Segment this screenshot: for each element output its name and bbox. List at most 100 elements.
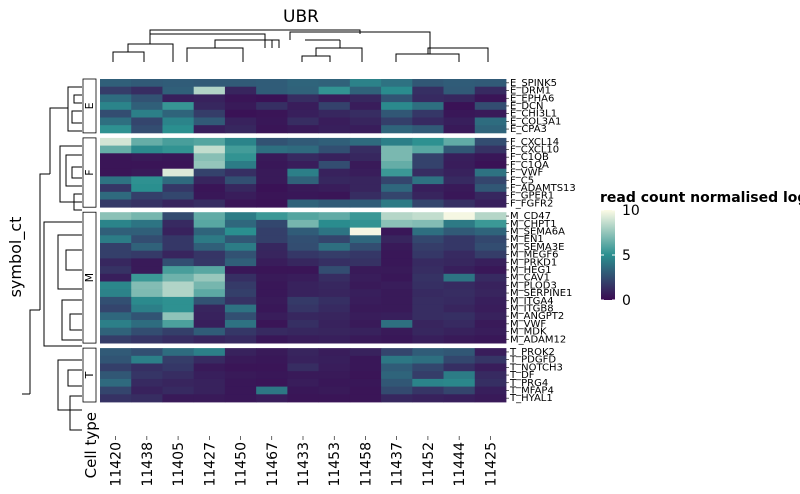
heatmap-cell: [224, 219, 257, 228]
heatmap-cell: [162, 327, 195, 336]
heatmap-cell: [318, 363, 351, 372]
heatmap-cell: [349, 219, 382, 228]
heatmap-cell: [349, 102, 382, 111]
heatmap-cell: [256, 102, 288, 111]
heatmap-cell: [412, 243, 444, 252]
heatmap-cell: [131, 137, 163, 146]
legend-tick-label: 10: [622, 203, 640, 219]
heatmap-cell: [287, 109, 320, 118]
heatmap-cell: [443, 86, 476, 95]
heatmap-cell: [131, 273, 163, 282]
heatmap-cell: [287, 219, 320, 228]
heatmap-cell: [162, 250, 195, 259]
heatmap-cell: [381, 117, 413, 126]
heatmap-cell: [131, 227, 163, 236]
heatmap-cell: [443, 266, 476, 275]
heatmap-cell: [318, 199, 351, 208]
heatmap-cell: [256, 191, 288, 200]
heatmap-cell: [474, 125, 507, 134]
heatmap-cell: [193, 281, 226, 290]
heatmap-cell: [349, 137, 382, 146]
heatmap-cell: [162, 199, 195, 208]
heatmap-cell: [318, 386, 351, 395]
heatmap-cell: [193, 304, 226, 313]
heatmap-cell: [100, 281, 132, 290]
heatmap-cell: [443, 348, 476, 357]
heatmap-cell: [256, 335, 288, 344]
heatmap-cell: [224, 320, 257, 329]
heatmap-cell: [100, 145, 132, 154]
heatmap-cell: [224, 273, 257, 282]
heatmap-cell: [318, 168, 351, 177]
heatmap-cell: [318, 304, 351, 313]
heatmap-cell: [412, 125, 444, 134]
heatmap-cell: [412, 219, 444, 228]
heatmap-cell: [412, 266, 444, 275]
row-label: M_ANGPT2: [510, 311, 564, 322]
heatmap-cell: [443, 335, 476, 344]
heatmap-cell: [100, 109, 132, 118]
heatmap-cell: [131, 153, 163, 162]
heatmap-cell: [224, 266, 257, 275]
heatmap-cell: [131, 235, 163, 244]
heatmap-cell: [162, 153, 195, 162]
row-label: T_PRG4: [509, 378, 548, 389]
heatmap-cell: [193, 145, 226, 154]
heatmap-cell: [443, 212, 476, 221]
heatmap-cell: [287, 355, 320, 364]
heatmap-cell: [349, 94, 382, 103]
heatmap-cell: [474, 281, 507, 290]
heatmap-cell: [224, 304, 257, 313]
y-axis-label: symbol_ct: [6, 217, 26, 298]
row-label: F_C1QB: [510, 152, 549, 163]
row-label: F_CXCL14: [510, 137, 559, 148]
heatmap-cell: [256, 394, 288, 403]
heatmap-cell: [131, 125, 163, 134]
heatmap-cell: [443, 191, 476, 200]
heatmap-cell: [100, 168, 132, 177]
heatmap-cell: [224, 227, 257, 236]
column-label: 11467: [265, 442, 281, 487]
heatmap-cell: [349, 327, 382, 336]
heatmap-cell: [193, 191, 226, 200]
heatmap-cell: [349, 161, 382, 170]
heatmap-cell: [412, 199, 444, 208]
heatmap-cell: [287, 161, 320, 170]
heatmap-cell: [162, 355, 195, 364]
heatmap-cell: [287, 168, 320, 177]
heatmap-cell: [162, 191, 195, 200]
heatmap-cell: [193, 296, 226, 305]
heatmap-cell: [412, 273, 444, 282]
heatmap-cell: [131, 296, 163, 305]
heatmap-cell: [443, 199, 476, 208]
legend-tick-label: 0: [622, 293, 631, 309]
heatmap-cell: [256, 289, 288, 298]
heatmap-cell: [474, 86, 507, 95]
heatmap-cell: [287, 363, 320, 372]
heatmap-cell: [256, 86, 288, 95]
heatmap-cell: [381, 335, 413, 344]
heatmap-cell: [474, 355, 507, 364]
heatmap-cell: [287, 137, 320, 146]
heatmap-cell: [349, 304, 382, 313]
heatmap-cell: [381, 320, 413, 329]
heatmap-cell: [162, 212, 195, 221]
column-label: 11405: [171, 442, 187, 487]
heatmap-cell: [443, 109, 476, 118]
heatmap-cell: [474, 79, 507, 88]
heatmap-cell: [256, 145, 288, 154]
heatmap-cell: [224, 335, 257, 344]
heatmap-cell: [131, 86, 163, 95]
heatmap-cell: [412, 312, 444, 321]
heatmap-cell: [224, 79, 257, 88]
heatmap-cell: [193, 378, 226, 387]
heatmap-cell: [381, 137, 413, 146]
heatmap-cell: [131, 109, 163, 118]
heatmap-cell: [381, 145, 413, 154]
heatmap-cell: [412, 335, 444, 344]
heatmap-cell: [381, 191, 413, 200]
heatmap-cell: [318, 212, 351, 221]
heatmap-cell: [443, 137, 476, 146]
heatmap-cell: [193, 117, 226, 126]
heatmap-cell: [474, 327, 507, 336]
